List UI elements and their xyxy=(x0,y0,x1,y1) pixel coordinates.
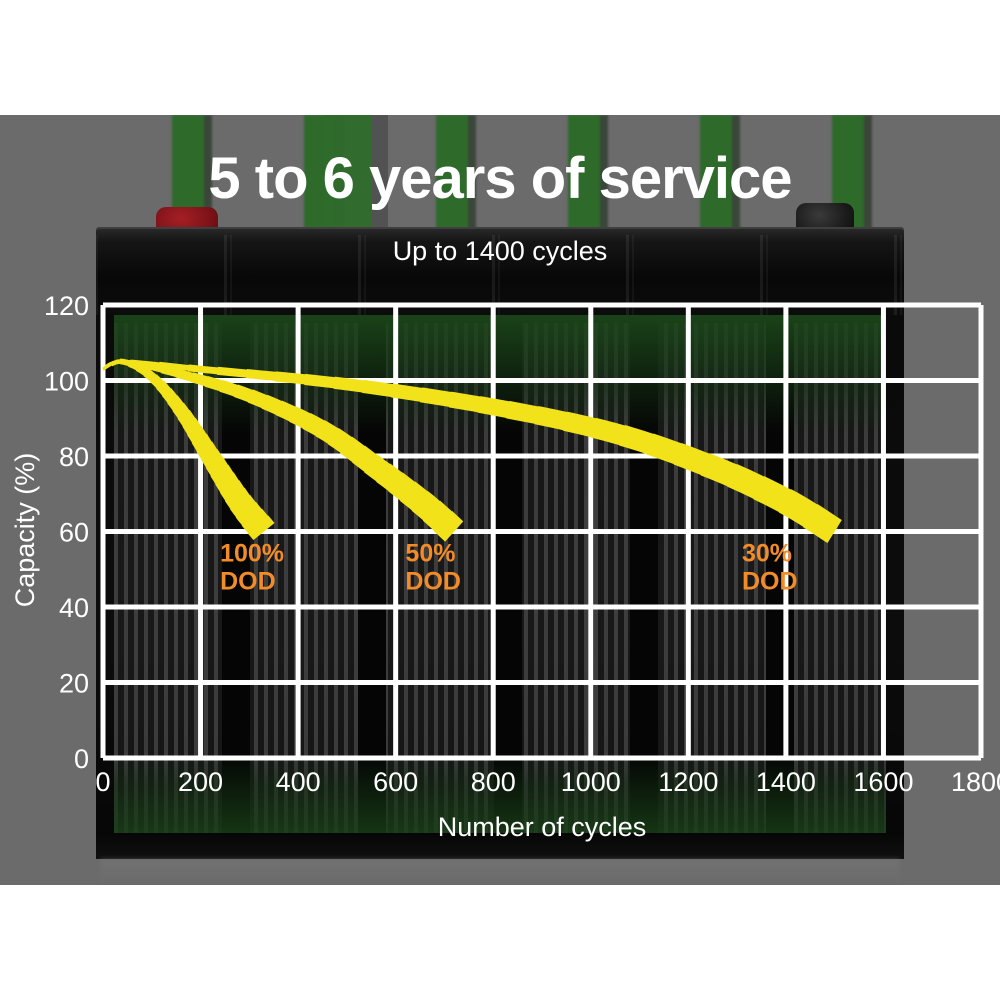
page-title: 5 to 6 years of service xyxy=(208,146,792,211)
battery-reflection xyxy=(100,859,900,885)
page-subtitle: Up to 1400 cycles xyxy=(392,236,608,266)
battery-case-base xyxy=(96,833,904,859)
banner-band xyxy=(0,115,1000,885)
battery-electrolyte-top xyxy=(114,315,886,433)
battery-photo xyxy=(96,115,904,885)
